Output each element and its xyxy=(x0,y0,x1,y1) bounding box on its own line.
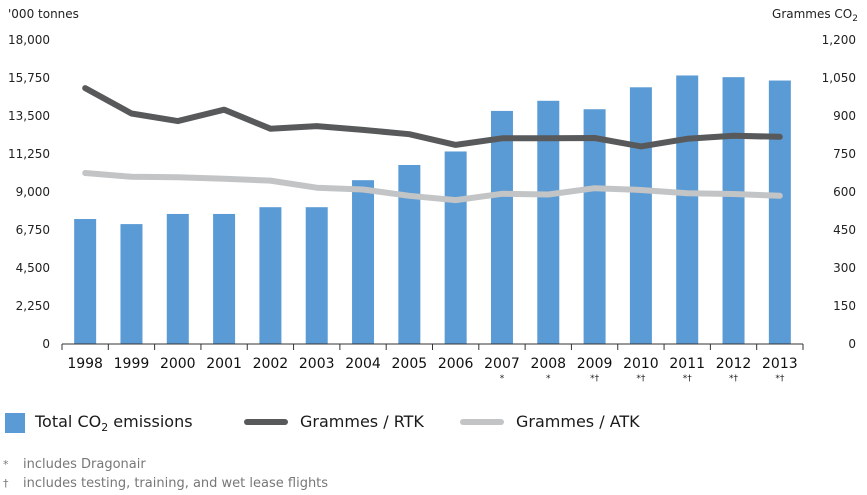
co2-emissions-chart: '000 tonnes Grammes CO2 0 2,250 4,500 6,750… xyxy=(8,7,858,384)
bar-2004 xyxy=(352,180,375,344)
footnote-symbol: † xyxy=(3,477,9,490)
bar-2009 xyxy=(583,109,606,344)
legend-label-total-co2-subscript: 2 xyxy=(101,421,109,435)
right-tick-label: 900 xyxy=(833,109,856,123)
x-tick-label: 1998 xyxy=(67,356,103,372)
footnote-dragonair: * includes Dragonair xyxy=(0,455,328,474)
right-tick-label: 300 xyxy=(833,261,856,275)
footnote-symbol: * xyxy=(3,458,9,471)
bar-2013 xyxy=(768,80,791,345)
left-axis-title: '000 tonnes xyxy=(8,7,79,21)
legend-label-total-co2-main: Total CO xyxy=(35,412,102,431)
right-tick-label: 0 xyxy=(848,337,856,351)
legend-label-total-co2-suffix: emissions xyxy=(108,412,193,431)
right-tick-label: 1,200 xyxy=(822,33,856,47)
legend-item-grammes-atk: Grammes / ATK xyxy=(460,412,640,431)
x-tick-label: 2005 xyxy=(392,356,428,372)
legend-swatch-rtk xyxy=(244,418,288,425)
left-tick-label: 13,500 xyxy=(8,109,50,123)
x-tick-label: 2007 xyxy=(484,356,520,372)
x-tick-label: 2003 xyxy=(299,356,335,372)
x-footnote-mark: *† xyxy=(775,374,785,384)
legend-swatch-atk xyxy=(460,418,504,425)
right-tick-label: 600 xyxy=(833,185,856,199)
bar-2000 xyxy=(166,213,189,344)
chart-legend: Total CO2 emissions Grammes / RTK Gramme… xyxy=(0,406,867,436)
footnote-testing: † includes testing, training, and wet le… xyxy=(0,474,328,493)
x-tick-label: 2011 xyxy=(669,356,705,372)
right-tick-label: 150 xyxy=(833,299,856,313)
bar-1999 xyxy=(120,224,143,344)
legend-label-grammes-atk: Grammes / ATK xyxy=(516,412,640,431)
x-tick-label: 2000 xyxy=(160,356,196,372)
right-tick-label: 750 xyxy=(833,147,856,161)
right-axis-ticks: 0 150 300 450 600 750 900 1,050 1,200 xyxy=(822,33,856,351)
left-tick-label: 0 xyxy=(42,337,50,351)
intensity-lines xyxy=(82,85,783,204)
x-axis-footnote-marks: * * *† *† *† *† *† xyxy=(500,374,785,384)
bar-2003 xyxy=(305,207,328,344)
bar-2011 xyxy=(676,75,699,344)
x-tick-label: 1999 xyxy=(114,356,150,372)
x-tick-label: 2010 xyxy=(623,356,659,372)
x-tick-label: 2013 xyxy=(762,356,798,372)
x-footnote-mark: * xyxy=(546,374,551,384)
right-axis-title-subscript: 2 xyxy=(852,14,858,24)
left-tick-label: 15,750 xyxy=(8,71,50,85)
x-footnote-mark: *† xyxy=(683,374,693,384)
bar-2001 xyxy=(213,213,236,344)
x-tick-label: 2012 xyxy=(716,356,752,372)
legend-item-total-co2: Total CO2 emissions xyxy=(5,412,193,434)
left-tick-label: 6,750 xyxy=(16,223,50,237)
bar-2006 xyxy=(444,151,467,344)
right-tick-label: 450 xyxy=(833,223,856,237)
x-axis-ticks: 1998 1999 2000 2001 2002 2003 2004 2005 2006 2007… xyxy=(61,344,804,372)
x-tick-label: 2001 xyxy=(206,356,242,372)
left-tick-label: 18,000 xyxy=(8,33,50,47)
bar-2007 xyxy=(490,110,513,344)
footnote-text: includes testing, training, and wet leas… xyxy=(23,476,329,491)
x-footnote-mark: *† xyxy=(636,374,646,384)
right-axis-title: Grammes CO2 xyxy=(772,7,858,24)
bar-2005 xyxy=(398,164,421,344)
x-tick-label: 2004 xyxy=(345,356,381,372)
left-tick-label: 4,500 xyxy=(16,261,50,275)
line-series-rtk xyxy=(82,85,783,150)
footnotes: * includes Dragonair † includes testing,… xyxy=(0,455,328,493)
x-tick-label: 2006 xyxy=(438,356,474,372)
legend-label-total-co2: Total CO2 emissions xyxy=(35,412,193,434)
right-tick-label: 1,050 xyxy=(822,71,856,85)
left-tick-label: 9,000 xyxy=(16,185,50,199)
x-tick-label: 2008 xyxy=(530,356,566,372)
x-tick-label: 2002 xyxy=(253,356,289,372)
x-tick-label: 2009 xyxy=(577,356,613,372)
line-series-atk xyxy=(82,170,783,204)
bar-2008 xyxy=(537,100,560,344)
footnote-text: includes Dragonair xyxy=(23,457,146,472)
left-tick-label: 2,250 xyxy=(16,299,50,313)
right-axis-title-main: Grammes CO xyxy=(772,7,852,21)
x-footnote-mark: * xyxy=(500,374,505,384)
left-axis-ticks: 0 2,250 4,500 6,750 9,000 11,250 13,500 15,750 1… xyxy=(8,33,50,351)
bar-2002 xyxy=(259,207,282,344)
bar-2012 xyxy=(722,77,745,345)
legend-swatch-bars xyxy=(5,413,25,434)
legend-label-grammes-rtk: Grammes / RTK xyxy=(300,412,424,431)
x-footnote-mark: *† xyxy=(590,374,600,384)
left-tick-label: 11,250 xyxy=(8,147,50,161)
bar-1998 xyxy=(74,219,97,344)
legend-item-grammes-rtk: Grammes / RTK xyxy=(244,412,424,431)
emission-bars xyxy=(74,75,791,345)
bar-2010 xyxy=(629,87,652,345)
x-footnote-mark: *† xyxy=(729,374,739,384)
